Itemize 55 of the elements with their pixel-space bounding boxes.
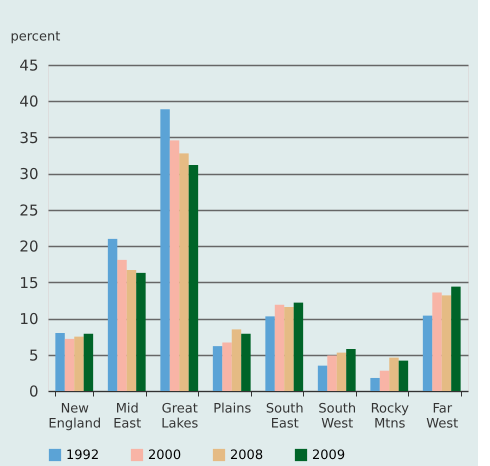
bar (55, 333, 65, 391)
y-tick-label: 30 (19, 165, 38, 184)
bar (274, 304, 284, 391)
bar (422, 316, 432, 391)
y-tick-label: 40 (19, 92, 38, 111)
bar (265, 316, 275, 391)
bar (136, 272, 146, 391)
bar (222, 342, 232, 391)
y-tick-label: 15 (19, 274, 38, 292)
bar (84, 334, 94, 391)
bar (336, 352, 346, 391)
legend-label: 2000 (148, 448, 182, 463)
y-tick-label: 20 (19, 238, 38, 256)
bar (117, 260, 127, 391)
y-tick-label: 0 (28, 382, 38, 400)
y-tick-label: 45 (19, 56, 38, 74)
y-tick-label: 10 (19, 310, 38, 328)
bar (389, 358, 399, 391)
bar (451, 286, 461, 391)
x-tick-label: Far West (426, 402, 458, 432)
bar (74, 336, 84, 391)
y-axis-title: percent (10, 30, 60, 44)
x-tick-label: South West (318, 402, 356, 432)
bar (370, 378, 380, 391)
bar (241, 334, 251, 391)
bar (327, 356, 337, 391)
bar (170, 140, 180, 391)
x-tick-label: Great Lakes (161, 402, 198, 432)
bar (179, 153, 189, 391)
bar (380, 370, 390, 391)
x-tick-label: Plains (213, 402, 252, 416)
x-tick-label: New England (48, 402, 102, 432)
y-tick-label: 35 (19, 128, 38, 147)
x-tick-label: Rocky Mtns (370, 402, 410, 432)
x-tick-label: South East (266, 402, 304, 432)
bar (126, 270, 136, 391)
bar (346, 348, 356, 391)
x-tick-label: Mid East (113, 402, 142, 432)
legend-label: 1992 (66, 448, 100, 463)
bar (442, 295, 452, 391)
legend-label: 2008 (230, 448, 264, 463)
y-tick-label: 25 (19, 201, 38, 220)
bar (64, 338, 74, 391)
bar (232, 329, 242, 391)
bar (432, 292, 442, 391)
bar (398, 360, 408, 391)
bar (160, 109, 170, 391)
bar (318, 366, 328, 391)
bar (284, 306, 294, 391)
y-tick-label: 5 (28, 346, 38, 364)
legend-label: 2009 (312, 448, 346, 463)
bar (212, 346, 222, 391)
bar (188, 164, 198, 391)
bar (294, 302, 304, 391)
bar (108, 238, 118, 391)
